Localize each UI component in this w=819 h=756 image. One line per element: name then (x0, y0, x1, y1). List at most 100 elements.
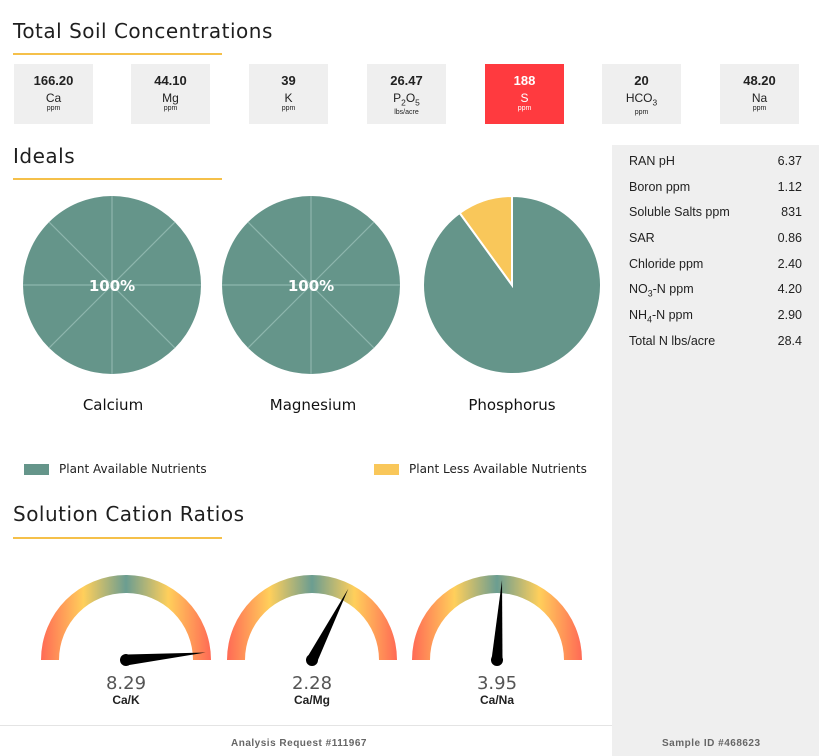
legend-label: Plant Available Nutrients (59, 462, 207, 476)
concentration-name: P2O5 (393, 91, 420, 108)
side-row-value: 2.40 (777, 257, 802, 271)
side-row-label: RAN pH (629, 154, 675, 168)
magnesium-pie-chart: 100% (222, 196, 400, 374)
pie-segment-line (247, 284, 312, 349)
concentration-box-p2o5: 26.47 P2O5 lbs/acre (367, 64, 446, 124)
side-row: NH4-N ppm 2.90 (629, 308, 802, 326)
concentration-name: HCO3 (625, 91, 658, 108)
side-row-value: 2.90 (777, 308, 802, 322)
concentration-name: Ca (45, 91, 62, 105)
concentration-row: 166.20 Ca ppm 44.10 Mg ppm 39 K ppm 26.4… (0, 64, 819, 125)
side-row: Chloride ppm 2.40 (629, 257, 802, 275)
legend-swatch (24, 464, 49, 475)
concentration-box-mg: 44.10 Mg ppm (131, 64, 210, 124)
side-row-value: 4.20 (777, 282, 802, 296)
pie-segment-line (310, 221, 375, 286)
phosphorus-pie-title: Phosphorus (468, 396, 556, 414)
gauge-needle-hub (306, 654, 318, 666)
concentration-unit: ppm (752, 105, 767, 112)
gauge-needle (307, 588, 349, 663)
concentration-unit: ppm (163, 105, 178, 112)
concentration-unit: ppm (634, 109, 649, 117)
gauge-needle (125, 652, 206, 666)
pie-slice-less-available (458, 195, 513, 289)
gauge-needle-hub (120, 654, 132, 666)
pie-segment-line (111, 221, 176, 286)
concentration-name: S (520, 91, 529, 105)
gauge-needle (491, 580, 503, 661)
concentration-unit: ppm (517, 105, 532, 112)
footer-divider (0, 725, 612, 726)
side-row-label: Soluble Salts ppm (629, 205, 730, 219)
pie-segment-line (48, 221, 113, 286)
concentration-value: 20 (634, 73, 649, 88)
pie-center-label: 100% (89, 277, 135, 295)
soil-properties-panel: RAN pH 6.37 Boron ppm 1.12 Soluble Salts… (612, 145, 819, 756)
concentration-box-ca: 166.20 Ca ppm (14, 64, 93, 124)
ca-mg-value: 2.28 (291, 673, 333, 694)
side-row-value: 1.12 (777, 180, 802, 194)
gauge-arc (412, 575, 582, 660)
concentration-unit: lbs/acre (394, 109, 419, 117)
concentration-name: K (284, 91, 293, 105)
legend-label: Plant Less Available Nutrients (409, 462, 587, 476)
concentration-box-k: 39 K ppm (249, 64, 328, 124)
concentration-name: Na (751, 91, 768, 105)
concentration-value: 39 (281, 73, 296, 88)
ca-k-gauge (41, 575, 211, 666)
side-row-label: Total N lbs/acre (629, 334, 716, 348)
side-row-value: 6.37 (777, 154, 802, 168)
side-row: NO3-N ppm 4.20 (629, 282, 802, 300)
side-row: Soluble Salts ppm 831 (629, 205, 802, 223)
ca-k-label: Ca/K (112, 693, 140, 707)
total-soil-rule (13, 53, 222, 55)
analysis-request-id: Analysis Request #111967 (231, 738, 367, 749)
side-row-value: 831 (781, 205, 802, 219)
ca-mg-gauge (227, 575, 397, 666)
sample-id: Sample ID #468623 (662, 738, 761, 749)
concentration-box-s: 188 S ppm (485, 64, 564, 124)
pie-segment-line (247, 221, 312, 286)
ca-na-value: 3.95 (476, 673, 518, 694)
ca-k-value: 8.29 (105, 673, 147, 694)
gauge-arc (227, 575, 397, 660)
ideals-title: Ideals (13, 144, 76, 168)
side-row: Boron ppm 1.12 (629, 180, 802, 198)
concentration-box-na: 48.20 Na ppm (720, 64, 799, 124)
magnesium-pie-title: Magnesium (269, 396, 357, 414)
side-row: RAN pH 6.37 (629, 154, 802, 172)
concentration-name: Mg (162, 91, 179, 105)
side-row-label: Chloride ppm (629, 257, 704, 271)
concentration-box-hco3: 20 HCO3 ppm (602, 64, 681, 124)
concentration-value: 26.47 (390, 73, 423, 88)
side-row-label: NO3-N ppm (629, 282, 694, 299)
side-row-value: 0.86 (777, 231, 802, 245)
concentration-value: 188 (513, 73, 536, 88)
side-row-value: 28.4 (777, 334, 802, 348)
gauge-needle-hub (491, 654, 503, 666)
concentration-value: 48.20 (743, 73, 776, 88)
side-row-label: Boron ppm (629, 180, 691, 194)
side-row: Total N lbs/acre 28.4 (629, 334, 802, 352)
legend-swatch (374, 464, 399, 475)
ideals-rule (13, 178, 222, 180)
concentration-unit: ppm (46, 105, 61, 112)
side-row: SAR 0.86 (629, 231, 802, 249)
pie-segment-line (111, 284, 176, 349)
concentration-unit: ppm (281, 105, 296, 112)
ca-na-gauge (412, 575, 582, 666)
side-row-label: NH4-N ppm (629, 308, 693, 325)
calcium-pie-chart: 100% (23, 196, 201, 374)
side-row-label: SAR (629, 231, 655, 245)
ca-mg-label: Ca/Mg (294, 693, 330, 707)
cation-ratios-rule (13, 537, 222, 539)
pie-segment-line (48, 284, 113, 349)
ca-na-label: Ca/Na (479, 693, 514, 707)
pie-center-label: 100% (288, 277, 334, 295)
concentration-value: 44.10 (154, 73, 187, 88)
phosphorus-pie-chart (422, 195, 602, 375)
cation-ratios-title: Solution Cation Ratios (13, 502, 245, 526)
gauge-arc (41, 575, 211, 660)
total-soil-title: Total Soil Concentrations (13, 19, 273, 43)
concentration-value: 166.20 (33, 73, 74, 88)
